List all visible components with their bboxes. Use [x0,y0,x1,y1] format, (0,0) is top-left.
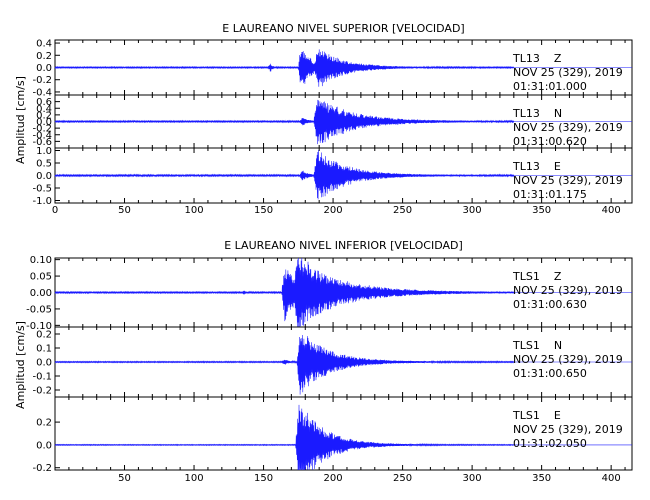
y-tick-label: 0.2 [36,51,52,62]
y-tick-label: -0.2 [32,386,52,397]
station-component-label: TL13 N [512,107,562,120]
x-tick-label: 0 [52,205,58,216]
station-code: TL13 [512,107,540,120]
x-tick-label: 100 [184,205,203,216]
y-tick-label: 0.0 [36,358,52,369]
record-date: NOV 25 (329), 2019 [513,423,623,436]
record-date: NOV 25 (329), 2019 [513,284,623,297]
record-date: NOV 25 (329), 2019 [513,174,623,187]
x-tick-label: 250 [393,205,412,216]
record-time: 01:31:01.000 [513,80,587,93]
waveform-trace [54,149,515,200]
x-tick-label: 50 [118,473,131,484]
station-component-label: TL13 Z [512,52,562,65]
record-date: NOV 25 (329), 2019 [513,66,623,79]
x-tick-label: 200 [324,473,343,484]
y-tick-label: -0.1 [32,372,52,383]
y-tick-label: 0.4 [36,104,52,115]
x-tick-label: 400 [602,473,621,484]
station-component-label: TLS1 Z [512,270,562,283]
y-tick-label: -0.4 [32,130,52,141]
y-tick-label: -0.6 [32,137,52,148]
record-time: 01:31:00.620 [513,135,587,148]
y-tick-label: 0.2 [36,330,52,341]
y-tick-label: 0.2 [36,110,52,121]
y-tick-label: 0.0 [36,63,52,74]
x-tick-label: 250 [393,473,412,484]
component-code: Z [554,52,562,65]
component-code: Z [554,270,562,283]
y-tick-label: 0.05 [30,272,52,283]
component-code: E [554,409,561,422]
y-tick-label: 0.0 [36,171,52,182]
record-time: 01:31:01.175 [513,188,587,201]
record-time: 01:31:00.650 [513,367,587,380]
component-code: N [554,107,562,120]
record-date: NOV 25 (329), 2019 [513,353,623,366]
station-code: TL13 [512,52,540,65]
x-tick-label: 100 [184,473,203,484]
y-axis-label: Amplitud [cm/s] [14,76,27,164]
x-tick-label: 300 [463,473,482,484]
x-tick-label: 150 [254,473,273,484]
component-code: N [554,339,562,352]
waveform-trace [54,257,515,328]
x-tick-label: 200 [324,205,343,216]
y-tick-label: 0.00 [30,288,52,299]
station-code: TLS1 [512,339,540,352]
y-tick-label: -0.5 [32,184,52,195]
y-axis-label: Amplitud [cm/s] [14,321,27,409]
waveform-trace [54,99,515,145]
y-tick-label: -1.0 [32,196,52,207]
record-date: NOV 25 (329), 2019 [513,121,623,134]
y-tick-label: 1.0 [36,146,52,157]
chart-2: E LAUREANO NIVEL INFERIOR [VELOCIDAD] Amp… [14,239,633,484]
x-tick-label: 350 [532,205,551,216]
y-tick-label: 0.0 [36,440,52,451]
station-component-label: TL13 E [512,160,561,173]
record-time: 01:31:00.630 [513,298,587,311]
y-tick-label: -0.4 [32,87,52,98]
x-tick-label: 300 [463,205,482,216]
chart-title: E LAUREANO NIVEL SUPERIOR [VELOCIDAD] [222,22,464,35]
y-tick-label: 0.4 [36,39,52,50]
y-tick-label: 0.10 [30,255,52,266]
y-tick-label: -0.2 [32,463,52,474]
station-code: TLS1 [512,409,540,422]
x-tick-label: 150 [254,205,273,216]
record-time: 01:31:02.050 [513,437,587,450]
panel-frame [54,396,633,471]
y-tick-label: -0.2 [32,75,52,86]
chart-1: E LAUREANO NIVEL SUPERIOR [VELOCIDAD] Amp… [14,22,633,216]
station-code: TLS1 [512,270,540,283]
y-tick-label: 0.5 [36,159,52,170]
chart-title: E LAUREANO NIVEL INFERIOR [VELOCIDAD] [224,239,463,252]
y-tick-label: -0.05 [26,304,52,315]
y-tick-label: -0.10 [26,321,52,332]
x-tick-label: 400 [602,205,621,216]
y-tick-label: 0.0 [36,117,52,128]
station-component-label: TLS1 E [512,409,561,422]
station-code: TL13 [512,160,540,173]
y-tick-label: -0.2 [32,124,52,135]
y-tick-label: 0.2 [36,418,52,429]
x-tick-label: 50 [118,205,131,216]
station-component-label: TLS1 N [512,339,562,352]
waveform-trace [54,334,515,395]
waveform-trace [54,49,515,87]
component-code: E [554,160,561,173]
y-tick-label: 0.1 [36,344,52,355]
y-tick-label: 0.6 [36,97,52,108]
waveform-trace [54,404,515,471]
x-tick-label: 350 [532,473,551,484]
